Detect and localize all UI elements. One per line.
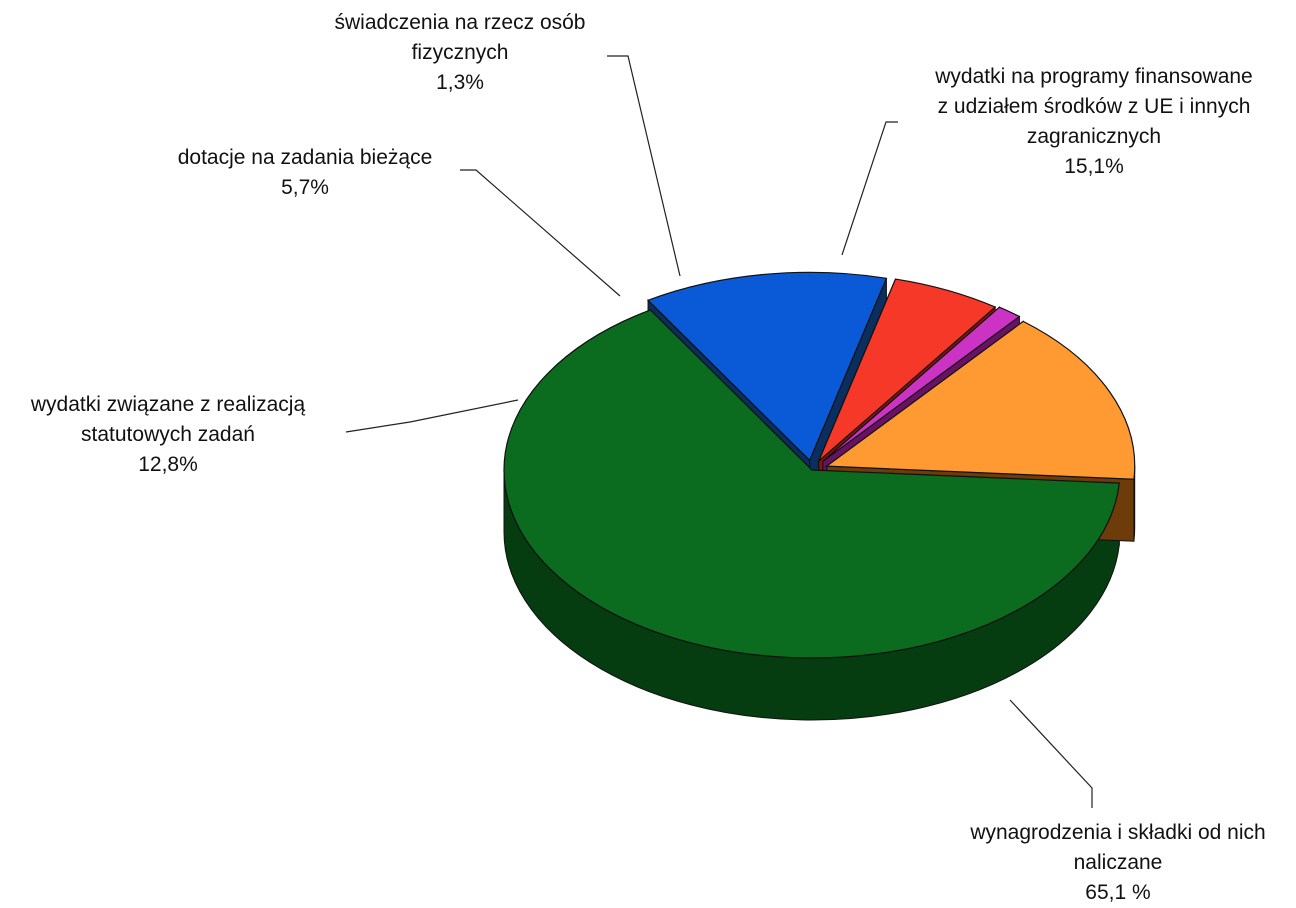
label-line: wydatki na programy finansowane: [935, 65, 1253, 88]
slice-statutowe: [646, 271, 888, 462]
slice-label-dotacje: dotacje na zadania bieżące 5,7%: [150, 143, 460, 203]
label-line: dotacje na zadania bieżące: [177, 146, 433, 169]
slice-dotacje: [818, 278, 997, 462]
label-line: statutowych zadań: [81, 423, 255, 446]
slice-label-programy-ue: wydatki na programy finansowane z udział…: [904, 62, 1284, 182]
slice-value: 12,8%: [138, 453, 198, 476]
leader-line-wynagrodzenia: [1009, 699, 1093, 808]
leader-line-dotacje: [460, 169, 621, 297]
slice-value: 65,1 %: [1085, 881, 1151, 904]
slice-label-swiadczenia: świadczenia na rzecz osób fizycznych 1,3…: [300, 8, 620, 98]
label-line: zagranicznych: [1026, 125, 1162, 148]
label-line: świadczenia na rzecz osób: [334, 11, 586, 34]
leader-line-swiadczenia: [607, 55, 681, 277]
slice-swiadczenia: [822, 306, 1021, 462]
label-line: wydatki związane z realizacją: [30, 393, 306, 416]
slice-value: 15,1%: [1064, 155, 1124, 178]
slice-label-statutowe: wydatki związane z realizacją statutowyc…: [8, 390, 328, 480]
slice-label-wynagrodzenia: wynagrodzenia i składki od nich naliczan…: [948, 818, 1288, 908]
label-line: fizycznych: [411, 41, 509, 64]
leader-line-statutowe: [345, 399, 519, 433]
leader-lines: [345, 55, 1093, 808]
slice-value: 1,3%: [436, 71, 484, 94]
slice-programy-ue: [824, 320, 1136, 480]
label-line: wynagrodzenia i składki od nich: [970, 821, 1266, 844]
leader-line-programy-ue: [841, 121, 898, 256]
slice-tops: [503, 271, 1136, 659]
label-line: z udziałem środków z UE i innych: [937, 95, 1251, 118]
label-line: naliczane: [1073, 851, 1163, 874]
slice-wynagrodzenia: [503, 309, 1120, 659]
slice-value: 5,7%: [281, 176, 329, 199]
